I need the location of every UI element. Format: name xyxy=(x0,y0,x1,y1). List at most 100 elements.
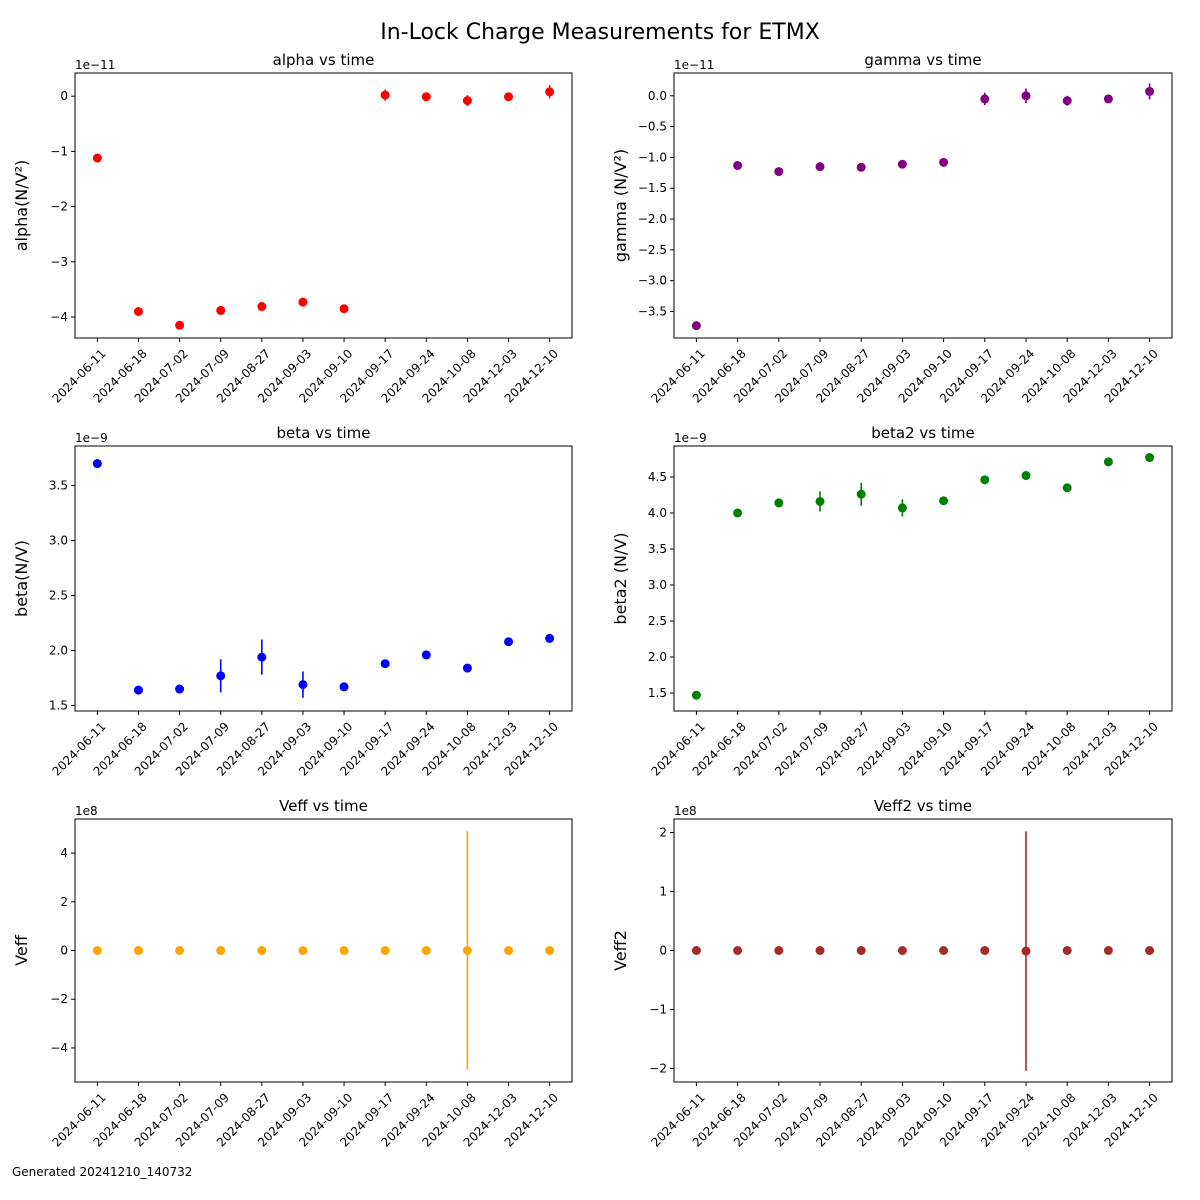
data-point xyxy=(1062,946,1072,955)
data-point xyxy=(856,489,866,499)
data-point xyxy=(92,153,102,163)
data-point xyxy=(1062,96,1072,106)
data-point xyxy=(1103,457,1113,467)
data-point xyxy=(504,946,514,955)
y-axis-label: Veff2 xyxy=(611,930,630,971)
panel-3: beta vs time 1e−9 beta(N/V) 1.5 2.0 2.5 3.0 3.5… xyxy=(12,424,573,779)
data-point xyxy=(939,946,949,955)
data-point xyxy=(175,684,185,694)
panel-4: beta2 vs time 1e−9 beta2 (N/V) 1.5 2.0 2.5 3.0… xyxy=(611,424,1173,779)
panel-title: beta vs time xyxy=(277,424,371,442)
y-axis-label: Veff xyxy=(12,934,31,966)
data-point xyxy=(339,946,349,955)
panel-1: alpha vs time1e−11alpha(N/V²)0−1−2−3−420… xyxy=(12,51,573,406)
y-tick-label: 1 xyxy=(659,885,667,899)
data-point xyxy=(1021,91,1031,101)
data-point xyxy=(462,96,472,106)
data-point xyxy=(380,90,390,100)
data-point xyxy=(421,650,431,660)
y-tick-label: 2.0 xyxy=(49,644,68,658)
panel-5: Veff vs time1e8Veff420−2−42024-06-112024… xyxy=(12,797,573,1150)
generated-timestamp: Generated 20241210_140732 xyxy=(12,1165,193,1179)
data-point xyxy=(774,498,784,508)
axes-frame xyxy=(74,445,573,712)
panel-2: gamma vs time 1e−11 gamma (N/V²) 0.0 −0.5 −1.… xyxy=(611,51,1173,406)
axis-offset-label: 1e8 xyxy=(75,804,98,818)
axes-frame xyxy=(673,445,1173,712)
y-tick-label: −3 xyxy=(50,255,68,269)
y-tick-label: 4.0 xyxy=(648,506,667,520)
y-tick-label: 0 xyxy=(659,944,667,958)
y-tick-label: 4.5 xyxy=(648,470,667,484)
axis-offset-label: 1e−9 xyxy=(75,431,108,445)
data-point xyxy=(92,946,102,955)
y-tick-label: −4 xyxy=(50,1041,68,1055)
data-point xyxy=(733,160,743,170)
data-point xyxy=(897,503,907,513)
y-tick-label: −2 xyxy=(50,992,68,1006)
data-point xyxy=(691,690,701,700)
data-point xyxy=(1145,453,1155,463)
data-point xyxy=(257,946,267,955)
y-tick-label: −3.0 xyxy=(638,274,667,288)
panel-title: gamma vs time xyxy=(864,51,981,69)
data-point xyxy=(980,475,990,485)
data-point xyxy=(1145,86,1155,96)
data-point xyxy=(939,496,949,506)
axes-frame xyxy=(74,72,573,339)
data-point xyxy=(1103,946,1113,955)
axis-offset-label: 1e−9 xyxy=(674,431,707,445)
data-point xyxy=(133,307,143,316)
data-point xyxy=(298,297,308,307)
data-point xyxy=(856,946,866,955)
data-point xyxy=(298,946,308,955)
y-tick-label: −1.5 xyxy=(638,181,667,195)
y-tick-label: −3.5 xyxy=(638,305,667,319)
data-point xyxy=(175,320,185,330)
data-point xyxy=(257,652,267,662)
data-point xyxy=(339,304,349,314)
data-point xyxy=(545,87,555,97)
data-point xyxy=(504,637,514,647)
y-tick-label: 2 xyxy=(659,826,667,840)
axis-offset-label: 1e−11 xyxy=(674,58,714,72)
axes-frame xyxy=(673,72,1173,339)
data-point xyxy=(1021,471,1031,481)
data-point xyxy=(175,946,185,955)
y-tick-label: 1.5 xyxy=(49,699,68,713)
y-tick-label: 3.5 xyxy=(648,542,667,556)
data-point xyxy=(856,162,866,172)
panel-6: Veff2 vs time1e8Veff2210−1−22024-06-1120… xyxy=(611,797,1173,1150)
data-point xyxy=(1103,94,1113,104)
axis-offset-label: 1e−11 xyxy=(75,58,115,72)
data-point xyxy=(815,496,825,506)
y-tick-label: −1.0 xyxy=(638,150,667,164)
y-tick-label: 0.0 xyxy=(648,89,667,103)
y-tick-label: −2.0 xyxy=(638,212,667,226)
panel-title: Veff2 vs time xyxy=(874,797,972,815)
data-point xyxy=(133,946,143,955)
data-point xyxy=(980,94,990,104)
y-axis-label: beta2 (N/V) xyxy=(611,532,630,624)
y-tick-label: −0.5 xyxy=(638,120,667,134)
figure-title: In-Lock Charge Measurements for ETMX xyxy=(380,20,820,45)
y-tick-label: 3.5 xyxy=(49,479,68,493)
data-point xyxy=(897,946,907,955)
data-point xyxy=(504,92,514,102)
data-point xyxy=(897,159,907,169)
data-point xyxy=(92,459,102,469)
y-tick-label: 2 xyxy=(60,895,68,909)
data-point xyxy=(216,671,226,681)
data-point xyxy=(1145,946,1155,955)
y-tick-label: 2.5 xyxy=(648,614,667,628)
data-point xyxy=(939,157,949,167)
data-point xyxy=(216,946,226,955)
y-tick-label: 2.0 xyxy=(648,650,667,664)
data-point xyxy=(380,659,390,669)
data-point xyxy=(691,946,701,955)
y-tick-label: −4 xyxy=(50,310,68,324)
y-tick-label: −1 xyxy=(50,144,68,158)
data-point xyxy=(1021,946,1031,956)
axes-frame xyxy=(673,818,1173,1083)
